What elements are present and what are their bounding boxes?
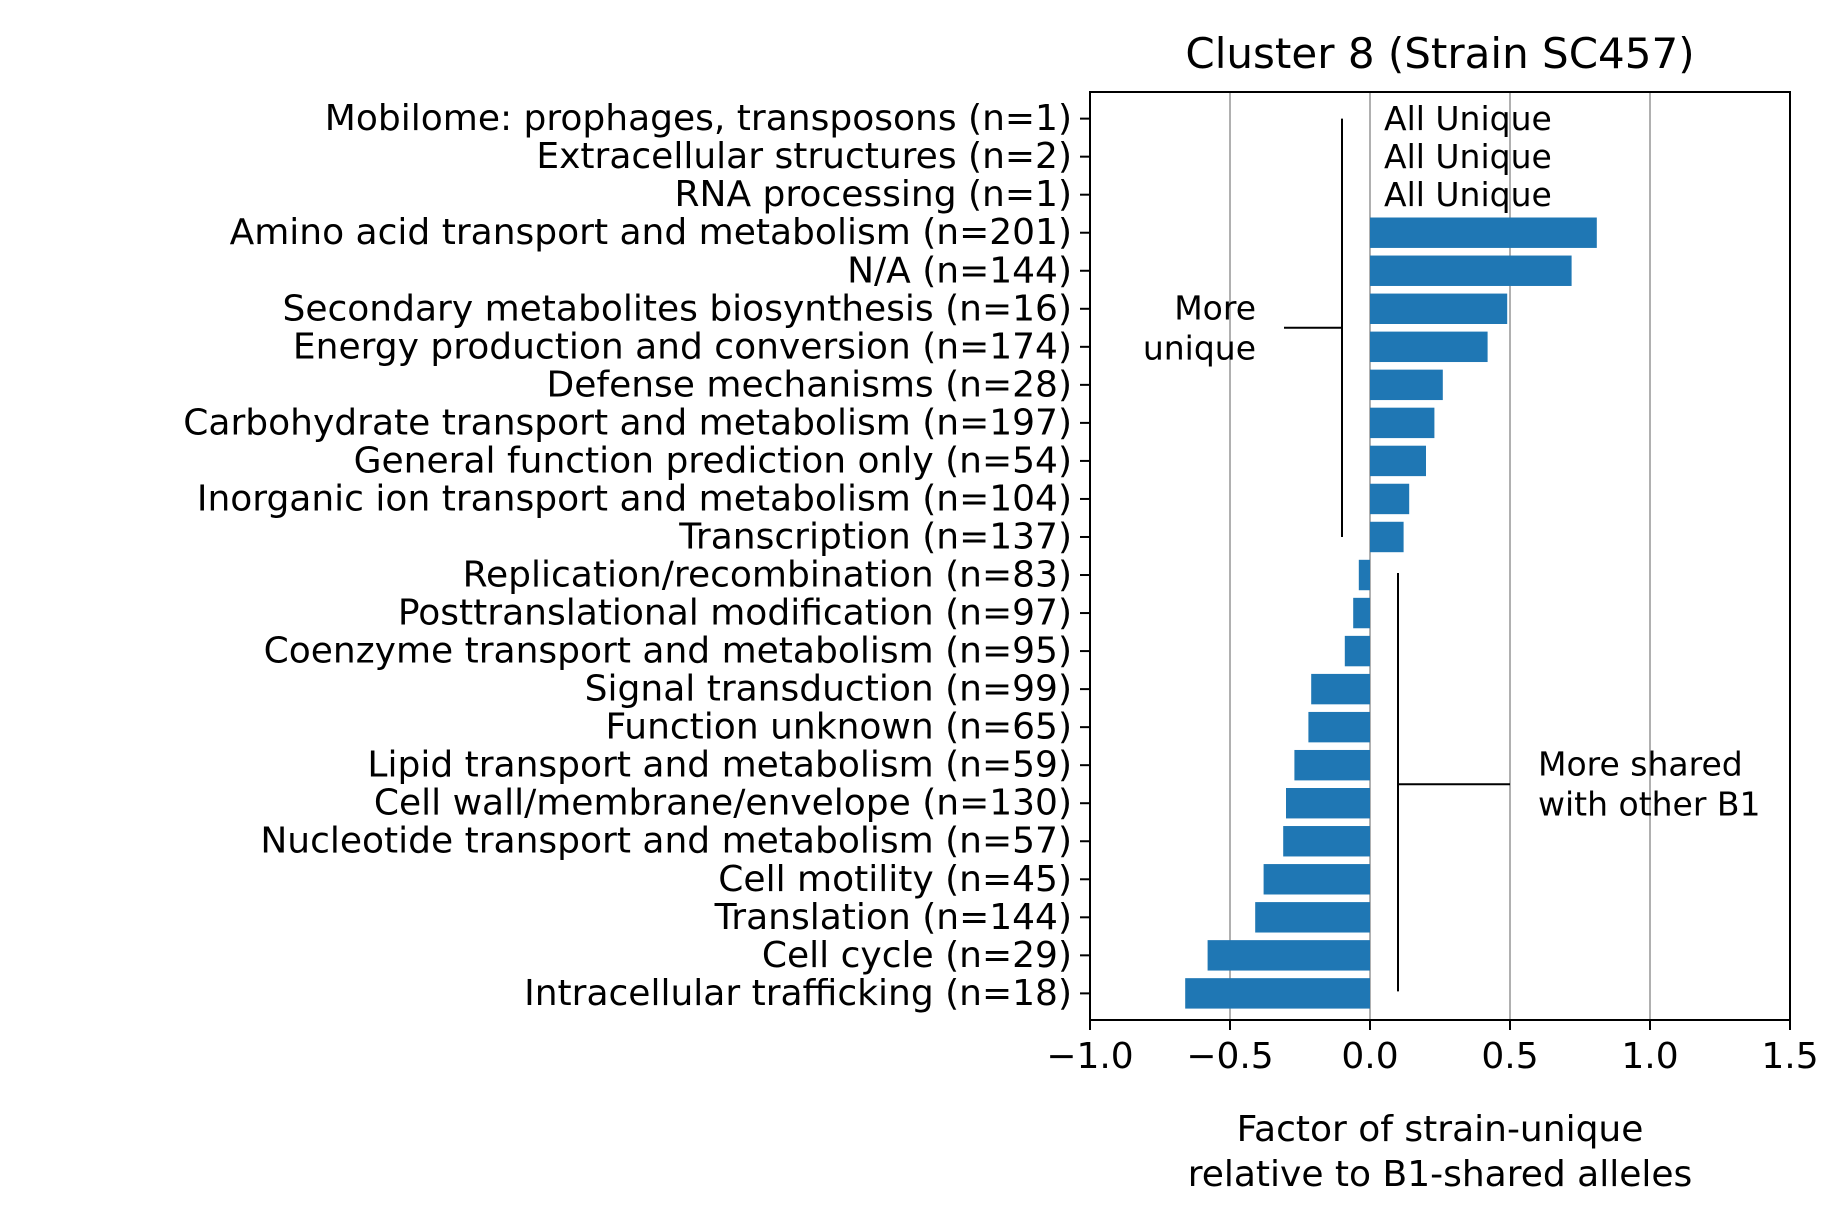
category-label: Mobilome: prophages, transposons (n=1) — [325, 98, 1072, 139]
category-label: Replication/recombination (n=83) — [463, 555, 1072, 596]
more-unique-label: unique — [1143, 328, 1256, 367]
bar — [1308, 711, 1370, 743]
x-tick-label: 0.5 — [1481, 1036, 1538, 1077]
bar — [1370, 521, 1404, 553]
category-label: RNA processing (n=1) — [675, 174, 1072, 215]
bar — [1263, 864, 1370, 895]
category-label: Signal transduction (n=99) — [585, 669, 1072, 710]
category-label: Cell wall/membrane/envelope (n=130) — [374, 783, 1072, 824]
bar — [1370, 483, 1410, 515]
plot-border — [1089, 91, 1791, 1021]
x-tick-label: 1.5 — [1761, 1036, 1818, 1077]
category-label: Defense mechanisms (n=28) — [547, 364, 1072, 405]
more-unique-label: More — [1174, 288, 1256, 327]
category-label: N/A (n=144) — [847, 250, 1072, 291]
bar — [1353, 597, 1370, 629]
category-label: Transcription (n=137) — [678, 516, 1072, 557]
all-unique-label: All Unique — [1384, 99, 1552, 138]
bar — [1294, 749, 1370, 781]
category-label: General function prediction only (n=54) — [354, 440, 1072, 481]
bars — [1185, 217, 1597, 1009]
bar — [1370, 293, 1508, 324]
bar — [1370, 331, 1488, 363]
category-label: Cell motility (n=45) — [718, 859, 1072, 900]
category-label: Energy production and conversion (n=174) — [293, 326, 1072, 367]
plot-frame — [1080, 91, 1791, 1021]
category-label: Coenzyme transport and metabolism (n=95) — [264, 631, 1072, 672]
category-label: Intracellular trafficking (n=18) — [524, 973, 1072, 1014]
bar — [1370, 369, 1443, 401]
category-label: Lipid transport and metabolism (n=59) — [367, 745, 1072, 786]
bar — [1207, 940, 1370, 971]
category-label: Extracellular structures (n=2) — [536, 136, 1072, 177]
bar — [1286, 788, 1370, 819]
category-label: Nucleotide transport and metabolism (n=5… — [260, 821, 1072, 862]
category-label: Function unknown (n=65) — [606, 707, 1072, 748]
category-label: Carbohydrate transport and metabolism (n… — [183, 402, 1072, 443]
category-label: Cell cycle (n=29) — [762, 935, 1072, 976]
x-axis-label-line-1: Factor of strain-unique — [1237, 1109, 1644, 1150]
category-label: Secondary metabolites biosynthesis (n=16… — [282, 288, 1072, 329]
x-tick-label: 1.0 — [1621, 1036, 1678, 1077]
category-labels: Mobilome: prophages, transposons (n=1)Ex… — [183, 98, 1072, 1014]
x-tick-label: −1.0 — [1046, 1036, 1133, 1077]
category-label: Amino acid transport and metabolism (n=2… — [230, 212, 1072, 253]
chart-title: Cluster 8 (Strain SC457) — [1185, 29, 1694, 78]
bar — [1370, 255, 1572, 286]
x-axis-label-line-2: relative to B1-shared alleles — [1188, 1154, 1693, 1195]
bar — [1358, 559, 1370, 591]
bar — [1344, 635, 1370, 667]
bar — [1370, 217, 1597, 248]
x-tick-label: 0.0 — [1341, 1036, 1398, 1077]
x-axis: −1.0 −0.5 0.0 0.5 1.0 1.5 — [1046, 1020, 1819, 1077]
all-unique-label: All Unique — [1384, 137, 1552, 176]
all-unique-label: All Unique — [1384, 175, 1552, 214]
bar — [1370, 445, 1426, 477]
bar — [1283, 826, 1370, 857]
more-shared-label: More shared — [1538, 745, 1743, 784]
category-label: Inorganic ion transport and metabolism (… — [197, 478, 1072, 519]
bar — [1370, 407, 1435, 439]
more-shared-label: with other B1 — [1538, 785, 1761, 824]
category-label: Translation (n=144) — [714, 897, 1072, 938]
bar — [1255, 902, 1370, 933]
x-tick-label: −0.5 — [1186, 1036, 1273, 1077]
bar — [1311, 673, 1370, 705]
bar — [1185, 978, 1370, 1009]
category-label: Posttranslational modification (n=97) — [398, 593, 1072, 634]
